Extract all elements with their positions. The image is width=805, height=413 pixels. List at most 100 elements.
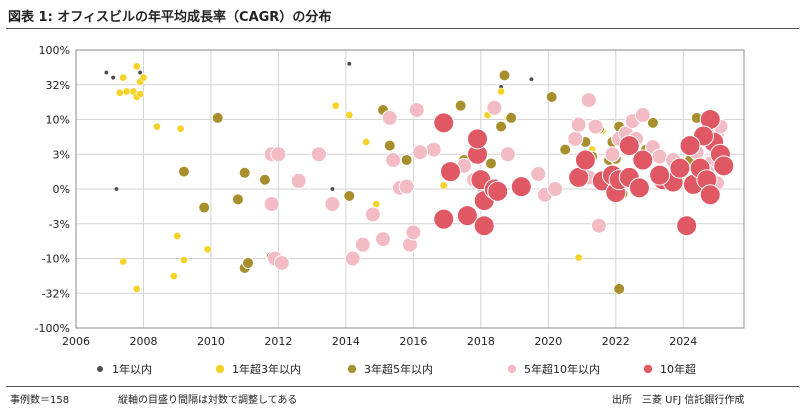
data-point	[604, 146, 621, 163]
data-point	[169, 272, 178, 280]
x-tick-label: 2016	[399, 335, 427, 348]
data-point	[498, 69, 511, 82]
data-point	[290, 172, 307, 189]
data-point	[486, 99, 503, 116]
data-point	[398, 178, 415, 195]
data-point	[473, 215, 495, 237]
data-point	[136, 90, 144, 98]
sample-count: 事例数＝158	[10, 395, 70, 406]
data-point	[211, 111, 224, 124]
x-tick-label: 2020	[534, 335, 562, 348]
data-point	[231, 193, 244, 206]
data-point	[263, 196, 280, 213]
source-note: 出所 三菱 UFJ 信託銀行作成	[612, 395, 745, 406]
data-point	[439, 161, 461, 183]
data-point	[649, 164, 671, 186]
data-point	[119, 73, 128, 82]
data-point	[139, 73, 148, 82]
data-point	[198, 201, 211, 214]
data-point	[137, 70, 143, 75]
data-point	[375, 231, 392, 248]
legend-label-y1to3: 1年超3年以内	[232, 362, 301, 376]
data-point	[510, 176, 532, 198]
data-point	[425, 141, 442, 158]
scatter-chart: 100%32%10%3%0%-3%-10%-32%-100% 2006 2008 2…	[35, 44, 745, 376]
data-point	[590, 217, 607, 234]
data-point	[119, 257, 128, 266]
y-tick-label: 100%	[39, 44, 70, 57]
data-point	[114, 186, 119, 192]
legend-label-y5to10: 5年超10年以内	[524, 362, 600, 376]
data-point	[634, 107, 651, 124]
data-points	[103, 61, 735, 295]
x-tick-label: 2008	[129, 335, 157, 348]
data-point	[310, 146, 327, 163]
data-point	[385, 152, 402, 169]
data-point	[466, 128, 488, 150]
data-point	[173, 232, 182, 240]
x-tick-label: 2010	[197, 335, 225, 348]
y-tick-label: -10%	[42, 253, 70, 266]
data-point	[331, 101, 340, 110]
data-point	[713, 155, 735, 177]
y-tick-label: -32%	[42, 287, 70, 300]
data-point	[132, 62, 141, 71]
data-point	[530, 165, 547, 182]
data-point	[362, 138, 370, 146]
plot-frame	[75, 49, 745, 329]
data-point	[456, 205, 478, 227]
data-point	[613, 282, 626, 295]
data-point	[110, 75, 116, 81]
x-tick-label: 2022	[602, 335, 630, 348]
data-point	[651, 148, 668, 165]
y-tick-label: 10%	[46, 114, 70, 127]
data-point	[628, 177, 650, 199]
y-tick-label: 32%	[46, 79, 70, 92]
data-point	[258, 173, 271, 186]
legend-marker-lt1	[97, 366, 103, 372]
y-tick-label: 0%	[53, 183, 70, 196]
data-point	[180, 256, 188, 264]
data-point	[580, 92, 597, 109]
x-tick-label: 2014	[332, 335, 360, 348]
data-point	[505, 111, 518, 124]
data-point	[574, 149, 596, 171]
data-point	[545, 90, 558, 103]
data-point	[324, 196, 341, 213]
data-point	[559, 143, 572, 156]
data-point	[439, 181, 448, 190]
data-point	[587, 118, 604, 135]
data-point	[679, 135, 701, 157]
data-point	[497, 87, 505, 96]
data-point	[122, 87, 131, 96]
y-axis-ticks: 100% 32% 10% 3% 0% -3% -10% -32% -100%	[35, 44, 70, 335]
data-point	[570, 116, 587, 133]
x-tick-label: 2006	[62, 335, 90, 348]
data-point	[676, 215, 698, 237]
data-point	[632, 149, 654, 171]
data-point	[103, 70, 109, 75]
data-point	[487, 180, 509, 202]
legend-label-y10plus: 10年超	[660, 362, 696, 376]
data-point	[529, 76, 534, 82]
data-point	[412, 144, 429, 161]
data-point	[574, 253, 583, 262]
data-point	[153, 122, 161, 131]
x-tick-label: 2012	[264, 335, 292, 348]
data-point	[270, 146, 287, 163]
data-point	[400, 154, 413, 167]
data-point	[177, 165, 190, 178]
data-point	[454, 99, 467, 112]
data-point	[176, 124, 185, 133]
x-tick-label: 2024	[669, 335, 697, 348]
data-point	[203, 245, 212, 254]
data-point	[405, 224, 422, 241]
data-point	[273, 254, 290, 271]
data-point	[364, 206, 381, 223]
data-point	[484, 157, 497, 170]
data-point	[238, 166, 251, 179]
x-tick-label: 2018	[467, 335, 495, 348]
data-point	[699, 184, 721, 206]
data-point	[547, 181, 564, 197]
legend-label-y3to5: 3年超5年以内	[364, 362, 433, 376]
